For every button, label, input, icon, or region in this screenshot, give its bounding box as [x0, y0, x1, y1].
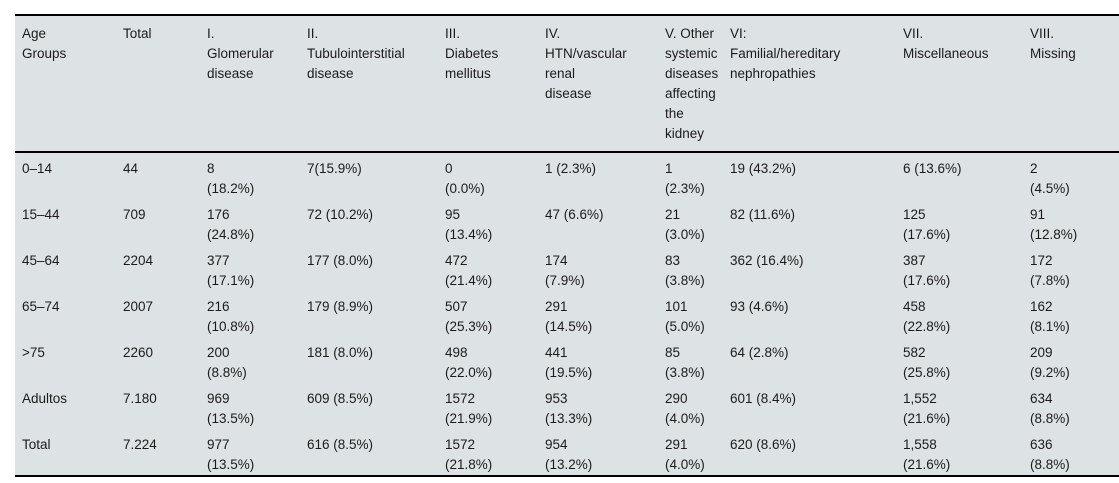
data-cell: 2007: [123, 299, 154, 314]
data-cell: 709: [123, 207, 146, 222]
data-cell: 179 (8.9%): [307, 299, 374, 314]
table-row: >75 2260 200 (8.8%) 181 (8.0%) 498 (22.0%) 44…: [15, 337, 1119, 383]
col-header-age-groups: Age Groups: [15, 15, 116, 153]
data-cell: 977 (13.5%): [207, 437, 255, 472]
data-cell: 64 (2.8%): [730, 345, 789, 360]
row-label-cell: >75: [22, 345, 45, 360]
data-cell: 601 (8.4%): [730, 391, 797, 406]
header-row: Age Groups Total I. Glomerular disease I…: [15, 15, 1119, 153]
data-cell: 83 (3.8%): [665, 253, 705, 288]
data-cell: 507 (25.3%): [445, 299, 493, 334]
data-cell: 176 (24.8%): [207, 207, 255, 242]
data-cell: 172 (7.8%): [1030, 253, 1070, 288]
data-cell: 1,552 (21.6%): [903, 391, 951, 426]
data-cell: 441 (19.5%): [545, 345, 593, 380]
table-row: 65–74 2007 216 (10.8%) 179 (8.9%) 507 (25.3%…: [15, 291, 1119, 337]
data-cell: 0 (0.0%): [445, 161, 485, 196]
data-cell: 200 (8.8%): [207, 345, 247, 380]
col-header-diabetes-mellitus: III. Diabetes mellitus: [438, 15, 538, 153]
table-row: 15–44 709 176 (24.8%) 72 (10.2%) 95 (13.4%) 4…: [15, 199, 1119, 245]
data-cell: 2204: [123, 253, 154, 268]
data-cell: 969 (13.5%): [207, 391, 255, 426]
data-cell: 7(15.9%): [307, 161, 362, 176]
data-cell: 177 (8.0%): [307, 253, 374, 268]
data-cell: 7.180: [123, 391, 157, 406]
data-cell: 85 (3.8%): [665, 345, 705, 380]
data-cell: 8 (18.2%): [207, 161, 255, 196]
data-cell: 91 (12.8%): [1030, 207, 1078, 242]
col-header-missing: VIII. Missing: [1023, 15, 1119, 153]
data-cell: 582 (25.8%): [903, 345, 951, 380]
data-cell: 174 (7.9%): [545, 253, 585, 288]
table-row: Total 7.224 977 (13.5%) 616 (8.5%) 1572 (21.…: [15, 429, 1119, 476]
data-cell: 1 (2.3%): [665, 161, 705, 196]
data-cell: 82 (11.6%): [730, 207, 796, 222]
data-cell: 1572 (21.8%): [445, 437, 493, 472]
col-header-miscellaneous: VII. Miscellaneous: [896, 15, 1023, 153]
data-cell: 2260: [123, 345, 154, 360]
data-cell: 2 (4.5%): [1030, 161, 1070, 196]
data-cell: 616 (8.5%): [307, 437, 374, 452]
data-cell: 216 (10.8%): [207, 299, 255, 334]
data-cell: 636 (8.8%): [1030, 437, 1070, 472]
data-cell: 101 (5.0%): [665, 299, 705, 334]
row-label-cell: 65–74: [22, 299, 60, 314]
row-label-cell: 15–44: [22, 207, 60, 222]
data-cell: 1 (2.3%): [545, 161, 597, 176]
col-header-glomerular-disease: I. Glomerular disease: [200, 15, 300, 153]
data-cell: 953 (13.3%): [545, 391, 593, 426]
data-cell: 1,558 (21.6%): [903, 437, 951, 472]
data-cell: 291 (14.5%): [545, 299, 593, 334]
age-groups-disease-table: Age Groups Total I. Glomerular disease I…: [15, 14, 1119, 477]
data-cell: 387 (17.6%): [903, 253, 951, 288]
data-cell: 44: [123, 161, 139, 176]
row-label-cell: 0–14: [22, 161, 53, 176]
data-cell: 125 (17.6%): [903, 207, 951, 242]
data-cell: 47 (6.6%): [545, 207, 604, 222]
data-cell: 609 (8.5%): [307, 391, 374, 406]
data-cell: 291 (4.0%): [665, 437, 705, 472]
data-cell: 377 (17.1%): [207, 253, 255, 288]
data-cell: 620 (8.6%): [730, 437, 797, 452]
data-cell: 954 (13.2%): [545, 437, 593, 472]
col-header-familial-hereditary-nephropathies: VI: Familial/hereditary nephropathies: [723, 15, 896, 153]
data-cell: 162 (8.1%): [1030, 299, 1070, 334]
table-row: 0–14 44 8 (18.2%) 7(15.9%) 0 (0.0%) 1 (2.3%) 1…: [15, 152, 1119, 199]
table-header: Age Groups Total I. Glomerular disease I…: [15, 15, 1119, 153]
table-body: 0–14 44 8 (18.2%) 7(15.9%) 0 (0.0%) 1 (2.3%) 1…: [15, 152, 1119, 476]
data-cell: 209 (9.2%): [1030, 345, 1070, 380]
table-row: Adultos 7.180 969 (13.5%) 609 (8.5%) 1572 (2…: [15, 383, 1119, 429]
data-cell: 634 (8.8%): [1030, 391, 1070, 426]
data-cell: 21 (3.0%): [665, 207, 705, 242]
data-cell: 72 (10.2%): [307, 207, 374, 222]
col-header-htn-vascular-renal-disease: IV. HTN/vascular renal disease: [538, 15, 658, 153]
table-row: 45–64 2204 377 (17.1%) 177 (8.0%) 472 (21.4%…: [15, 245, 1119, 291]
data-cell: 7.224: [123, 437, 157, 452]
data-cell: 472 (21.4%): [445, 253, 493, 288]
data-cell: 6 (13.6%): [903, 161, 962, 176]
data-cell: 1572 (21.9%): [445, 391, 493, 426]
col-header-other-systemic-diseases: V. Other systemic diseases affecting the…: [658, 15, 723, 153]
data-cell: 95 (13.4%): [445, 207, 493, 242]
data-cell: 498 (22.0%): [445, 345, 493, 380]
row-label-cell: Adultos: [22, 391, 68, 406]
data-cell: 458 (22.8%): [903, 299, 951, 334]
data-cell: 93 (4.6%): [730, 299, 789, 314]
data-cell: 362 (16.4%): [730, 253, 804, 268]
data-cell: 290 (4.0%): [665, 391, 705, 426]
col-header-total: Total: [116, 15, 200, 153]
col-header-tubulointerstitial-disease: II. Tubulointerstitial disease: [300, 15, 438, 153]
data-cell: 19 (43.2%): [730, 161, 797, 176]
data-cell: 181 (8.0%): [307, 345, 374, 360]
row-label-cell: 45–64: [22, 253, 60, 268]
row-label-cell: Total: [22, 437, 51, 452]
